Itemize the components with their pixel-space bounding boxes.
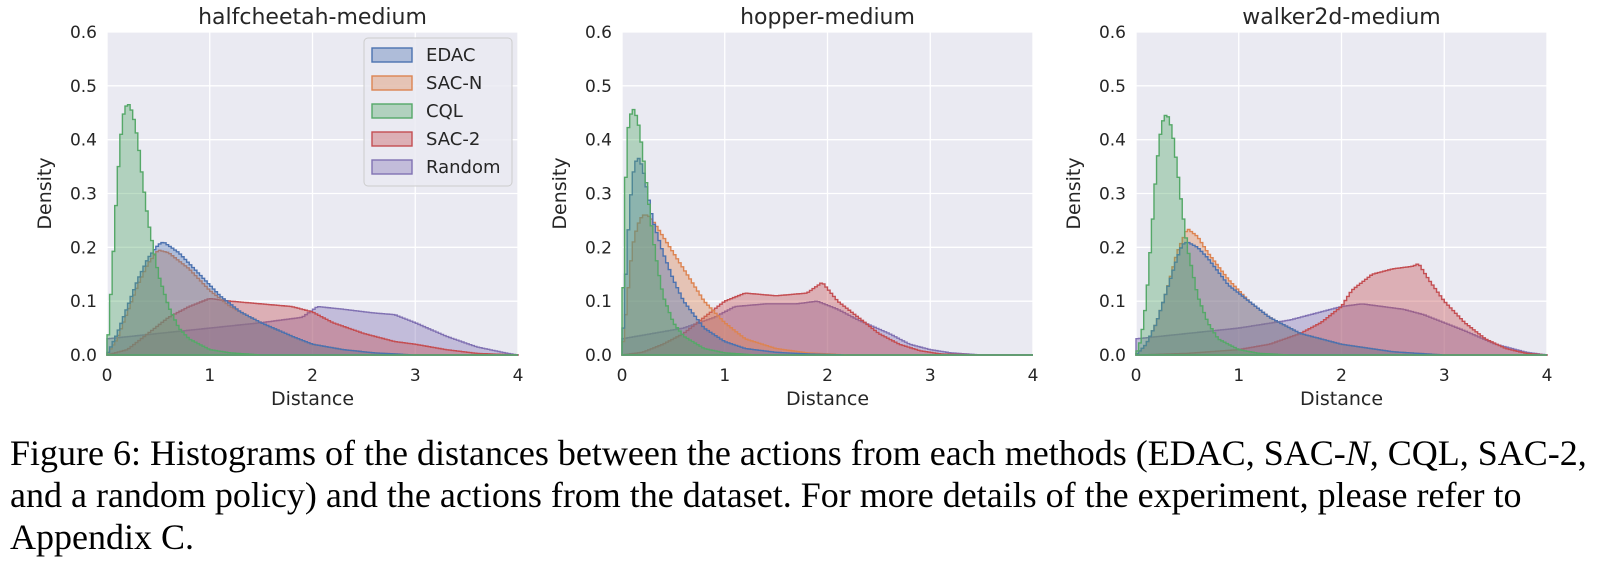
y-axis-label: Density <box>549 157 571 229</box>
caption-label: Figure 6: <box>10 433 141 473</box>
y-tick-label: 0.4 <box>70 131 97 151</box>
figure-caption: Figure 6: Histograms of the distances be… <box>10 432 1590 558</box>
chart-title: halfcheetah-medium <box>198 5 427 30</box>
y-tick-label: 0.2 <box>70 238 97 258</box>
chart-title: hopper-medium <box>740 5 915 30</box>
y-tick-label: 0.0 <box>1099 346 1126 366</box>
series-sac-2-histogram <box>621 282 1033 356</box>
y-tick-label: 0.0 <box>70 346 97 366</box>
x-tick-label: 1 <box>1233 366 1244 386</box>
series-random-histogram <box>106 305 519 356</box>
y-tick-label: 0.4 <box>1099 131 1126 151</box>
y-axis-label: Density <box>1063 157 1085 229</box>
caption-text-part1: Histograms of the distances between the … <box>150 433 1346 473</box>
y-tick-label: 0.6 <box>70 23 97 43</box>
legend-swatch-sac-2 <box>371 131 413 147</box>
series-cql-histogram <box>1135 114 1547 356</box>
legend-label-sac-n: SAC-N <box>426 73 482 94</box>
y-tick-label: 0.3 <box>70 185 97 205</box>
x-tick-label: 4 <box>1028 366 1039 386</box>
legend: EDAC SAC-N CQL SAC-2 Random <box>363 37 513 187</box>
legend-swatch-sac-n <box>371 75 413 91</box>
series-cql-histogram <box>106 103 518 356</box>
legend-label-cql: CQL <box>426 101 463 122</box>
chart-panel-halfcheetah-medium: 0 1 2 3 4 0.0 0.1 0.2 0.3 0.4 0.5 0.6 halfcheetah-me… <box>34 5 523 410</box>
x-tick-label: 3 <box>410 366 421 386</box>
x-tick-label: 0 <box>102 366 113 386</box>
x-tick-label: 1 <box>719 366 730 386</box>
y-tick-label: 0.3 <box>585 185 612 205</box>
x-tick-label: 4 <box>1542 366 1553 386</box>
x-axis-label: Distance <box>786 388 869 410</box>
y-tick-label: 0.6 <box>1099 23 1126 43</box>
x-axis-label: Distance <box>271 388 354 410</box>
y-tick-label: 0.1 <box>585 292 612 312</box>
y-tick-label: 0.4 <box>585 131 612 151</box>
x-tick-label: 2 <box>1336 366 1347 386</box>
legend-label-sac-2: SAC-2 <box>426 129 480 150</box>
y-tick-label: 0.5 <box>70 77 97 97</box>
x-tick-label: 2 <box>307 366 318 386</box>
series-sac-2-histogram <box>106 297 519 356</box>
legend-frame <box>363 37 513 187</box>
x-tick-label: 0 <box>1131 366 1142 386</box>
y-axis-label: Density <box>34 157 56 229</box>
y-tick-label: 0.5 <box>585 77 612 97</box>
caption-text-part2: , CQL, SAC-2, and a random policy) and t… <box>10 433 1587 557</box>
chart-panel-hopper-medium: 0 1 2 3 4 0.0 0.1 0.2 0.3 0.4 0.5 0.6 hopper-medium D… <box>549 5 1038 410</box>
figure-canvas: 0 1 2 3 4 0.0 0.1 0.2 0.3 0.4 0.5 0.6 halfcheetah-me… <box>34 5 1552 410</box>
x-axis-label: Distance <box>1300 388 1383 410</box>
y-tick-label: 0.1 <box>70 292 97 312</box>
series-sac-2-histogram <box>1135 263 1548 356</box>
x-tick-label: 3 <box>1439 366 1450 386</box>
x-tick-label: 2 <box>822 366 833 386</box>
y-tick-label: 0.0 <box>585 346 612 366</box>
chart-title: walker2d-medium <box>1242 5 1440 30</box>
y-tick-label: 0.2 <box>1099 238 1126 258</box>
series-cql-histogram <box>621 108 1033 356</box>
legend-swatch-cql <box>371 103 413 119</box>
y-tick-label: 0.5 <box>1099 77 1126 97</box>
x-tick-label: 1 <box>204 366 215 386</box>
chart-panel-walker2d-medium: 0 1 2 3 4 0.0 0.1 0.2 0.3 0.4 0.5 0.6 walker2d-mediu… <box>1063 5 1552 410</box>
legend-swatch-random <box>371 159 413 175</box>
y-tick-label: 0.6 <box>585 23 612 43</box>
y-tick-label: 0.1 <box>1099 292 1126 312</box>
x-tick-label: 4 <box>513 366 524 386</box>
caption-italic-n: N <box>1345 433 1370 473</box>
legend-swatch-edac <box>371 47 413 63</box>
y-tick-label: 0.2 <box>585 238 612 258</box>
x-tick-label: 0 <box>617 366 628 386</box>
y-tick-label: 0.3 <box>1099 185 1126 205</box>
x-tick-label: 3 <box>925 366 936 386</box>
legend-label-edac: EDAC <box>426 45 475 66</box>
legend-label-random: Random <box>426 157 501 178</box>
